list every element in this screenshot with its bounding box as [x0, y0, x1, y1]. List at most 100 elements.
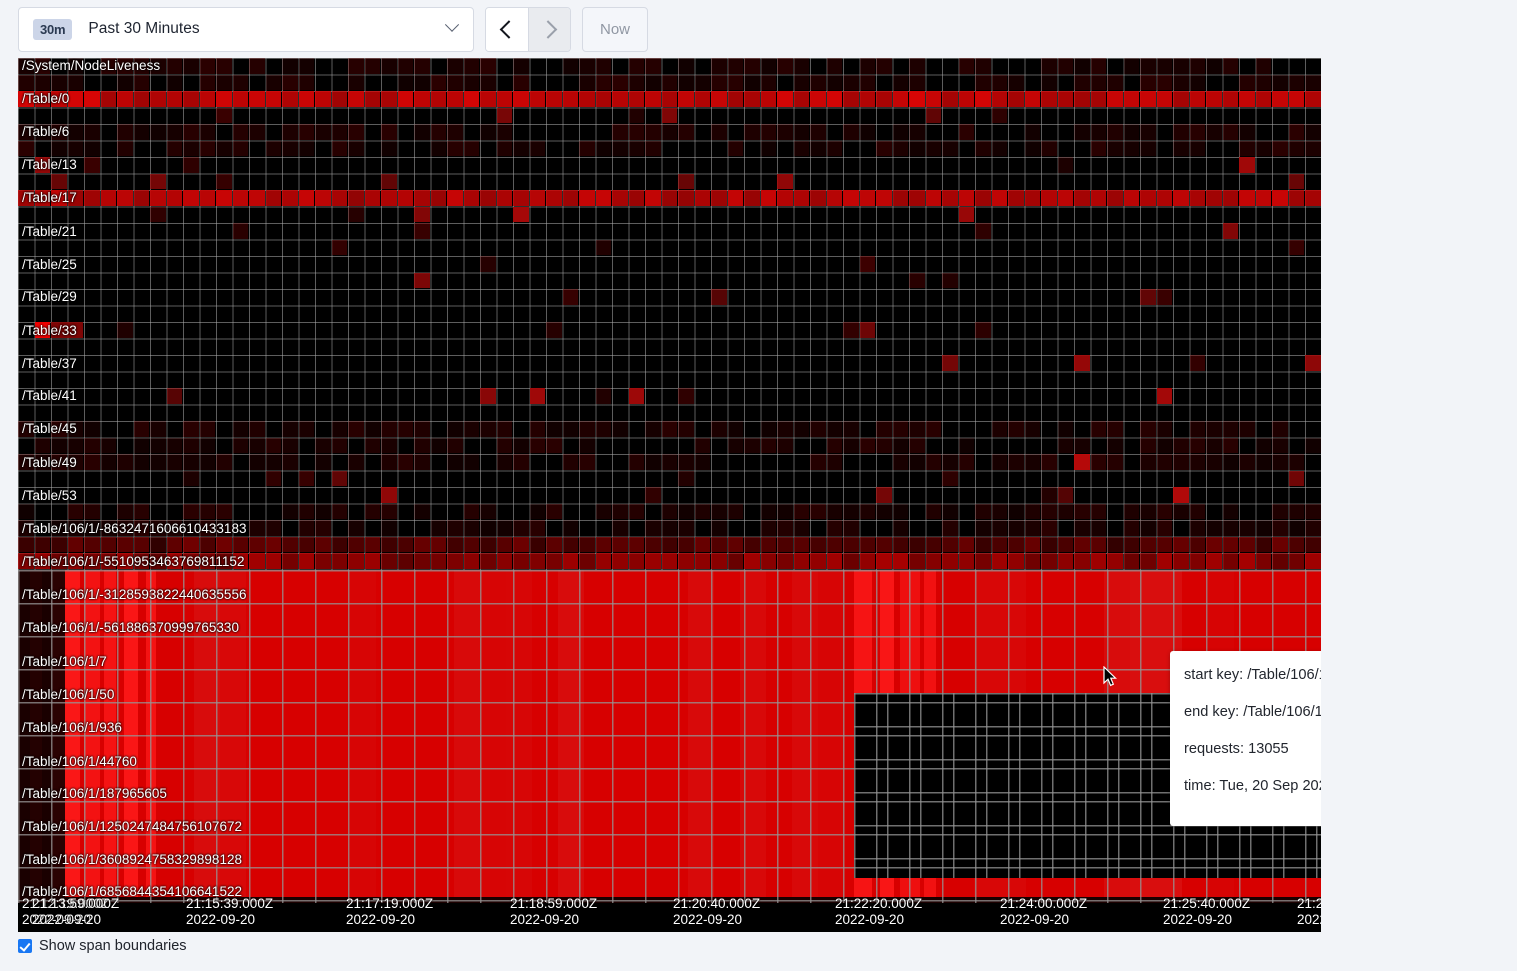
heatmap-cell[interactable] [678, 454, 694, 470]
heatmap-cell[interactable] [166, 140, 182, 156]
heatmap-cell[interactable] [1222, 190, 1238, 206]
time-range-select[interactable]: 30m Past 30 Minutes [18, 6, 474, 52]
heatmap-cell[interactable] [793, 74, 809, 90]
heatmap-cell[interactable] [1255, 454, 1271, 470]
heatmap-cell[interactable] [925, 421, 941, 437]
heatmap-cell[interactable] [1140, 91, 1156, 107]
heatmap-cell[interactable] [51, 520, 67, 536]
heatmap-cell[interactable] [1288, 503, 1304, 519]
heatmap-cell[interactable] [1024, 503, 1040, 519]
heatmap-cell[interactable] [595, 58, 611, 74]
heatmap-cell[interactable] [777, 536, 793, 552]
heatmap-cell[interactable] [529, 140, 545, 156]
heatmap-cell[interactable] [777, 190, 793, 206]
heatmap-cell[interactable] [760, 536, 776, 552]
heatmap-cell[interactable] [447, 91, 463, 107]
heatmap-cell[interactable] [793, 553, 809, 569]
heatmap-cell[interactable] [1041, 536, 1057, 552]
heatmap-cell[interactable] [529, 520, 545, 536]
heatmap-cell[interactable] [777, 553, 793, 569]
heatmap-cell[interactable] [1173, 91, 1189, 107]
heatmap-cell[interactable] [480, 91, 496, 107]
heatmap-cell[interactable] [232, 124, 248, 140]
heatmap-cell[interactable] [265, 454, 281, 470]
heatmap-cell[interactable] [975, 190, 991, 206]
heatmap-cell[interactable] [480, 74, 496, 90]
heatmap-cell[interactable] [463, 536, 479, 552]
heatmap-cell[interactable] [777, 503, 793, 519]
heatmap-cell[interactable] [282, 421, 298, 437]
heatmap-cell[interactable] [183, 421, 199, 437]
heatmap-cell[interactable] [199, 190, 215, 206]
heatmap-cell[interactable] [447, 520, 463, 536]
previous-range-button[interactable] [486, 7, 528, 51]
heatmap-cell[interactable] [1041, 503, 1057, 519]
request-heatmap[interactable]: /System/NodeLiveness/Table/0/Table/6/Tab… [18, 58, 1321, 932]
heatmap-cell[interactable] [810, 536, 826, 552]
heatmap-cell[interactable] [364, 536, 380, 552]
heatmap-cell[interactable] [1074, 91, 1090, 107]
heatmap-cell[interactable] [480, 421, 496, 437]
heatmap-cell[interactable] [1008, 74, 1024, 90]
heatmap-cell[interactable] [991, 454, 1007, 470]
heatmap-cell[interactable] [1140, 520, 1156, 536]
heatmap-cell[interactable] [975, 536, 991, 552]
heatmap-cell[interactable] [744, 536, 760, 552]
heatmap-cell[interactable] [859, 503, 875, 519]
heatmap-cell[interactable] [810, 421, 826, 437]
heatmap-cell[interactable] [991, 503, 1007, 519]
heatmap-cell[interactable] [183, 470, 199, 486]
heatmap-cell[interactable] [645, 520, 661, 536]
heatmap-cell[interactable] [843, 91, 859, 107]
heatmap-cell[interactable] [1074, 520, 1090, 536]
heatmap-cell[interactable] [1024, 536, 1040, 552]
heatmap-cell[interactable] [84, 190, 100, 206]
heatmap-cell[interactable] [925, 140, 941, 156]
heatmap-cell[interactable] [991, 553, 1007, 569]
heatmap-cell[interactable] [1090, 553, 1106, 569]
heatmap-cell[interactable] [315, 503, 331, 519]
heatmap-cell[interactable] [1272, 553, 1288, 569]
heatmap-cell[interactable] [711, 536, 727, 552]
heatmap-cell[interactable] [942, 140, 958, 156]
heatmap-cell[interactable] [727, 437, 743, 453]
heatmap-cell[interactable] [1288, 124, 1304, 140]
heatmap-cell[interactable] [496, 107, 512, 123]
heatmap-cell[interactable] [1156, 503, 1172, 519]
heatmap-cell[interactable] [628, 388, 644, 404]
heatmap-cell[interactable] [480, 520, 496, 536]
heatmap-cell[interactable] [34, 536, 50, 552]
heatmap-cell[interactable] [612, 503, 628, 519]
heatmap-cell[interactable] [909, 58, 925, 74]
heatmap-cell[interactable] [810, 140, 826, 156]
heatmap-cell[interactable] [232, 91, 248, 107]
heatmap-cell[interactable] [100, 437, 116, 453]
heatmap-cell[interactable] [1123, 58, 1139, 74]
heatmap-cell[interactable] [51, 91, 67, 107]
heatmap-cell[interactable] [942, 190, 958, 206]
heatmap-cell[interactable] [711, 58, 727, 74]
heatmap-cell[interactable] [166, 388, 182, 404]
heatmap-cell[interactable] [397, 454, 413, 470]
heatmap-cell[interactable] [595, 503, 611, 519]
heatmap-cell[interactable] [1222, 536, 1238, 552]
heatmap-cell[interactable] [546, 437, 562, 453]
heatmap-cell[interactable] [414, 437, 430, 453]
heatmap-cell[interactable] [1140, 421, 1156, 437]
heatmap-cell[interactable] [810, 454, 826, 470]
heatmap-cell[interactable] [18, 124, 34, 140]
heatmap-cell[interactable] [628, 503, 644, 519]
heatmap-cell[interactable] [562, 91, 578, 107]
heatmap-cell[interactable] [430, 553, 446, 569]
heatmap-cell[interactable] [513, 91, 529, 107]
heatmap-cell[interactable] [480, 124, 496, 140]
heatmap-cell[interactable] [1140, 503, 1156, 519]
heatmap-cell[interactable] [1041, 58, 1057, 74]
heatmap-cell[interactable] [513, 58, 529, 74]
heatmap-cell[interactable] [1041, 553, 1057, 569]
heatmap-cell[interactable] [166, 520, 182, 536]
heatmap-cell[interactable] [843, 503, 859, 519]
heatmap-cell[interactable] [777, 421, 793, 437]
heatmap-cell[interactable] [628, 58, 644, 74]
heatmap-cell[interactable] [282, 124, 298, 140]
